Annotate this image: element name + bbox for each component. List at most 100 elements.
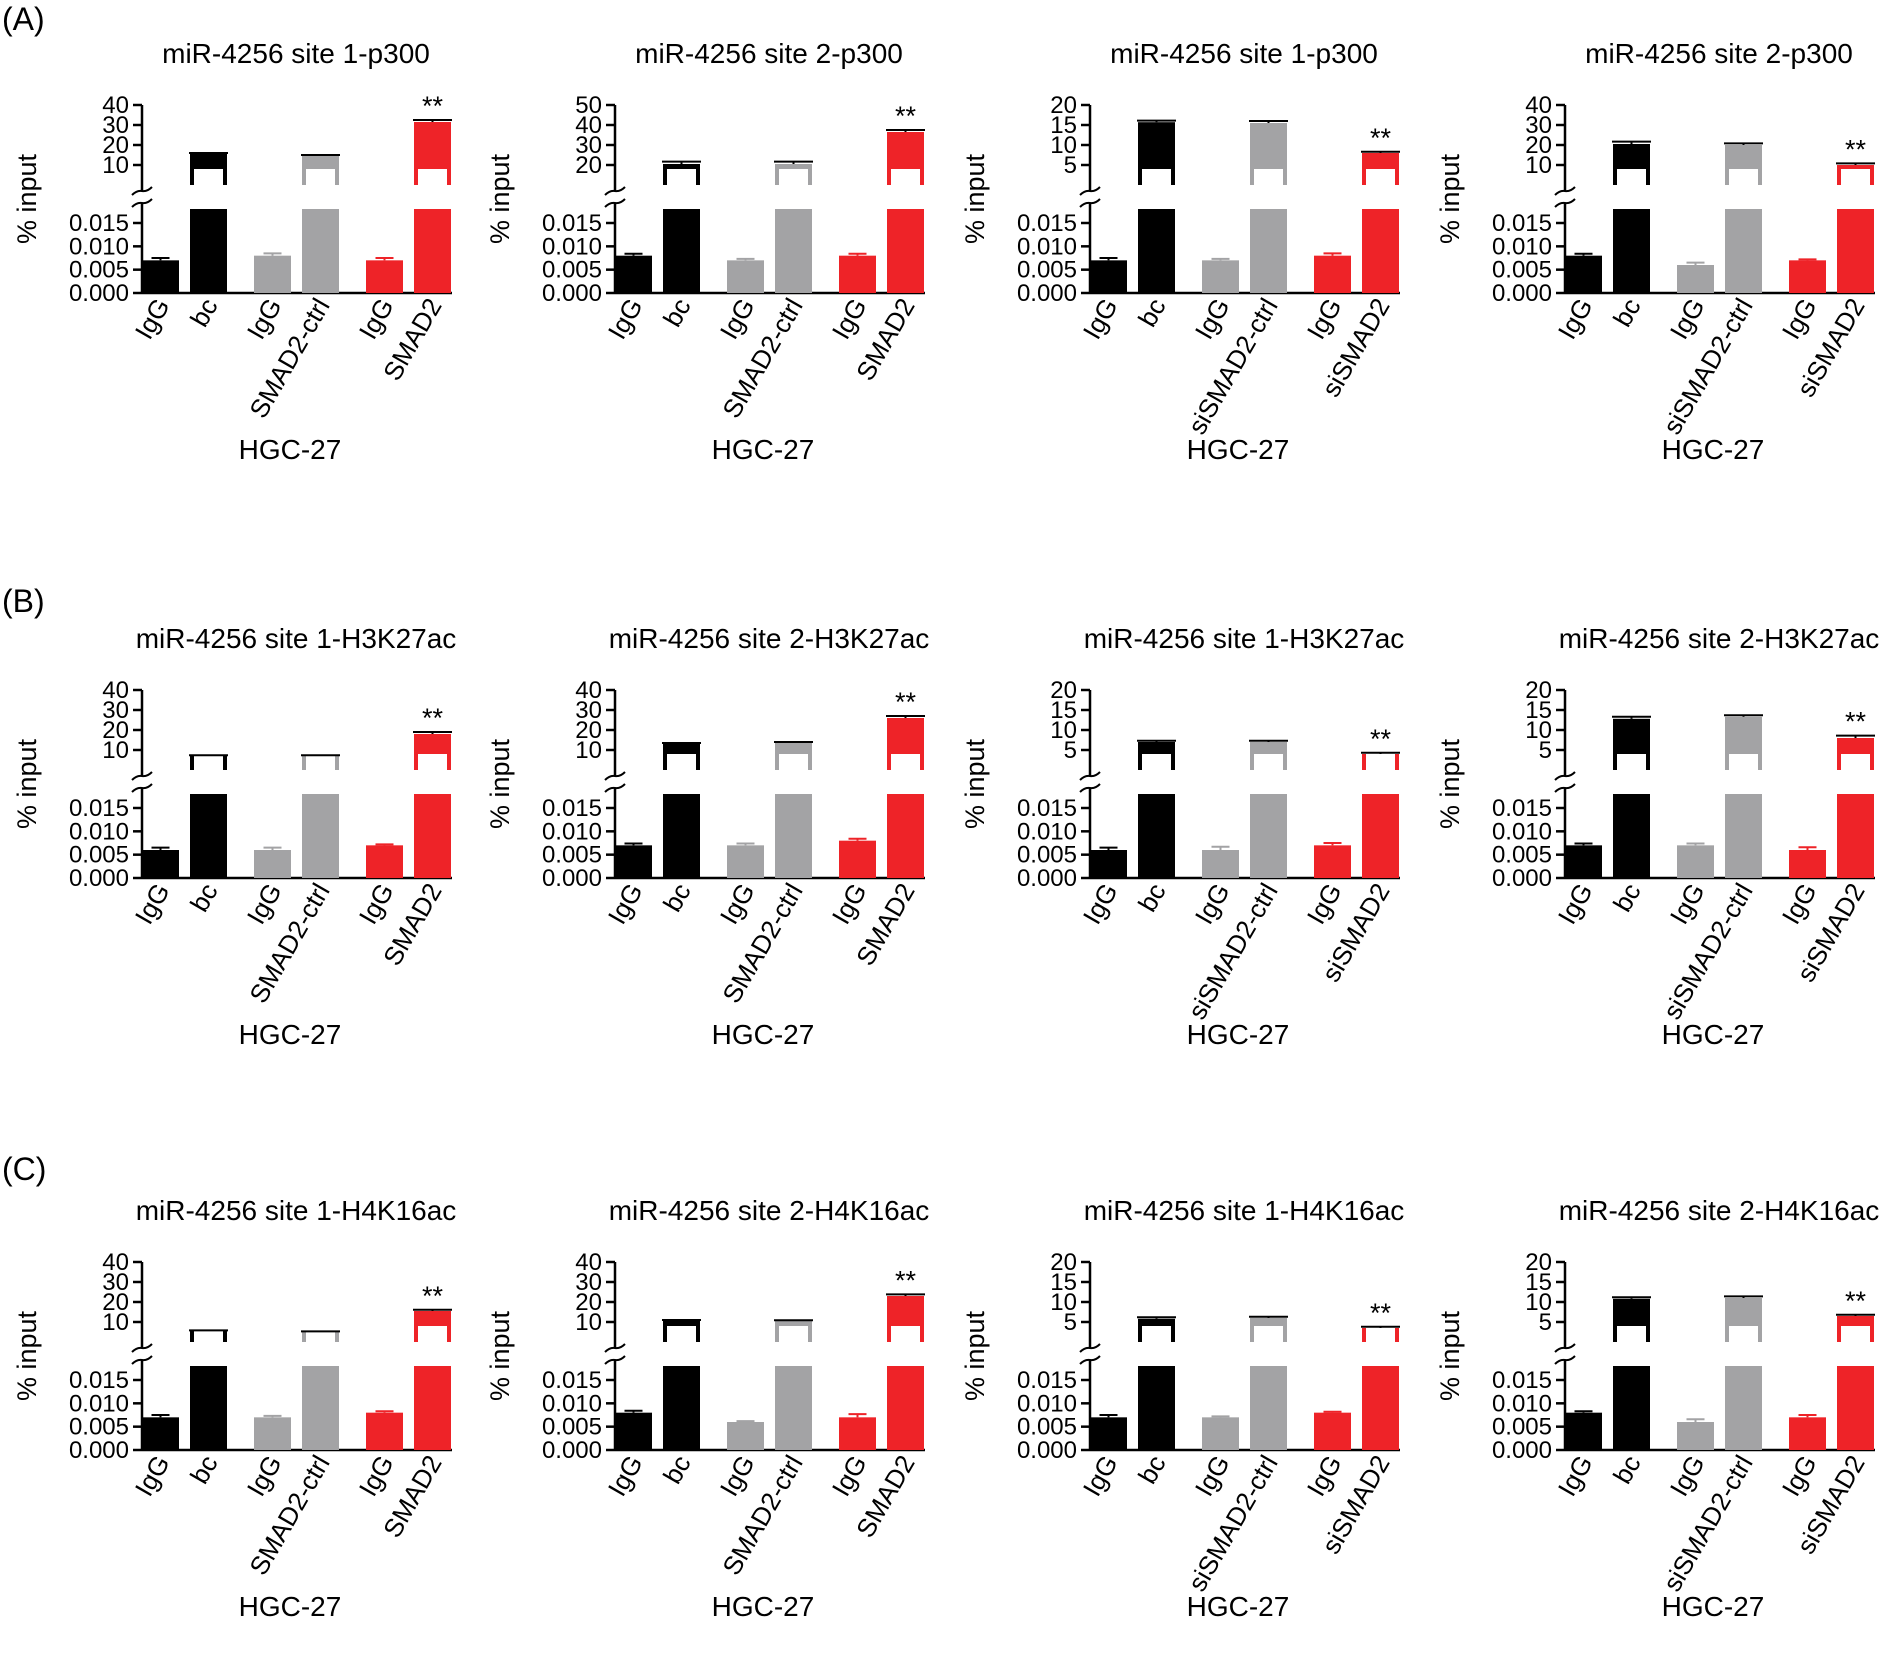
chart-title: miR-4256 site 1-H3K27ac bbox=[136, 623, 457, 654]
y-tick-label: 30 bbox=[575, 1269, 602, 1296]
axis-break-mark bbox=[131, 1355, 153, 1365]
bar bbox=[839, 1417, 876, 1450]
bar-break-mark bbox=[667, 754, 696, 770]
bar bbox=[1789, 260, 1826, 293]
y-tick-label: 15 bbox=[1050, 697, 1077, 724]
chart-title: miR-4256 site 1-p300 bbox=[162, 38, 430, 69]
significance-marker: ** bbox=[422, 1281, 444, 1311]
x-axis-label: HGC-27 bbox=[1662, 1019, 1765, 1050]
y-tick-label: 0.005 bbox=[1017, 257, 1077, 284]
y-tick-label: 0.010 bbox=[1017, 233, 1077, 260]
y-tick-label: 0.010 bbox=[542, 233, 602, 260]
bar-break-mark bbox=[194, 1326, 223, 1342]
y-tick-label: 0.015 bbox=[542, 795, 602, 822]
bar-lower-segment bbox=[887, 209, 924, 293]
x-category-label: IgG bbox=[353, 878, 400, 929]
y-tick-label: 30 bbox=[1525, 112, 1552, 139]
bar-lower-segment bbox=[1725, 1366, 1762, 1450]
y-tick-label: 20 bbox=[102, 717, 129, 744]
bar-break-mark bbox=[1366, 754, 1395, 770]
chart-3: miR-4256 site 1-p300% input 51015200.0000… bbox=[960, 38, 1400, 465]
bar-lower-segment bbox=[887, 1366, 924, 1450]
axis-break-mark bbox=[1554, 771, 1576, 781]
axis-break-mark bbox=[604, 1355, 626, 1365]
y-tick-label: 0.005 bbox=[542, 1414, 602, 1441]
bar-lower-segment bbox=[1837, 794, 1874, 878]
x-category-label: bc bbox=[1607, 293, 1647, 332]
y-tick-label: 10 bbox=[1050, 1289, 1077, 1316]
bar bbox=[615, 845, 652, 878]
x-category-label: IgG bbox=[241, 1450, 288, 1501]
significance-marker: ** bbox=[1370, 123, 1392, 153]
x-category-label: IgG bbox=[602, 293, 649, 344]
axis-break-mark bbox=[1079, 1343, 1101, 1353]
chart-title: miR-4256 site 1-H3K27ac bbox=[1084, 623, 1405, 654]
bar bbox=[727, 1422, 764, 1450]
bar-lower-segment bbox=[190, 794, 227, 878]
y-axis-label: % input bbox=[485, 738, 515, 829]
y-tick-label: 5 bbox=[1539, 1309, 1552, 1336]
bar-lower-segment bbox=[414, 209, 451, 293]
y-tick-label: 0.015 bbox=[69, 795, 129, 822]
significance-marker: ** bbox=[422, 703, 444, 733]
y-tick-label: 0.000 bbox=[69, 280, 129, 307]
y-tick-label: 10 bbox=[1050, 717, 1077, 744]
y-tick-label: 0.000 bbox=[69, 865, 129, 892]
y-tick-label: 5 bbox=[1064, 152, 1077, 179]
y-tick-label: 5 bbox=[1064, 737, 1077, 764]
x-category-label: IgG bbox=[1664, 1450, 1711, 1501]
x-axis-label: HGC-27 bbox=[1187, 1019, 1290, 1050]
y-tick-label: 0.015 bbox=[1492, 210, 1552, 237]
x-category-label: bc bbox=[1607, 878, 1647, 917]
y-tick-label: 0.005 bbox=[1492, 257, 1552, 284]
x-category-label: IgG bbox=[602, 1450, 649, 1501]
chart-title: miR-4256 site 1-p300 bbox=[1110, 38, 1378, 69]
y-tick-label: 0.000 bbox=[1017, 865, 1077, 892]
axis-break-mark bbox=[604, 1343, 626, 1353]
significance-marker: ** bbox=[1845, 707, 1867, 737]
y-tick-label: 10 bbox=[102, 152, 129, 179]
y-tick-label: 0.010 bbox=[1017, 818, 1077, 845]
bar bbox=[1314, 255, 1351, 293]
x-category-label: IgG bbox=[353, 1450, 400, 1501]
y-axis-label: % input bbox=[960, 1310, 990, 1401]
bar-lower-segment bbox=[1837, 209, 1874, 293]
y-tick-label: 0.010 bbox=[542, 1390, 602, 1417]
bar-lower-segment bbox=[1250, 1366, 1287, 1450]
bar bbox=[142, 850, 179, 878]
bar bbox=[142, 1417, 179, 1450]
x-axis-label: HGC-27 bbox=[712, 1019, 815, 1050]
y-tick-label: 0.015 bbox=[69, 1367, 129, 1394]
y-tick-label: 10 bbox=[1525, 717, 1552, 744]
x-category-label: IgG bbox=[1301, 293, 1348, 344]
x-category-label: IgG bbox=[1189, 878, 1236, 929]
y-tick-label: 0.015 bbox=[1017, 795, 1077, 822]
x-category-label: IgG bbox=[1664, 293, 1711, 344]
x-category-label: IgG bbox=[602, 878, 649, 929]
y-tick-label: 0.005 bbox=[542, 257, 602, 284]
x-category-label: IgG bbox=[241, 878, 288, 929]
y-axis-label: % input bbox=[1435, 738, 1465, 829]
bar bbox=[254, 850, 291, 878]
significance-marker: ** bbox=[422, 91, 444, 121]
chart-title: miR-4256 site 2-H3K27ac bbox=[609, 623, 930, 654]
bar bbox=[366, 1412, 403, 1450]
y-tick-label: 0.015 bbox=[1017, 1367, 1077, 1394]
bar bbox=[727, 845, 764, 878]
y-tick-label: 0.000 bbox=[1017, 280, 1077, 307]
y-tick-label: 10 bbox=[575, 1309, 602, 1336]
bar-break-mark bbox=[1841, 754, 1870, 770]
y-tick-label: 0.010 bbox=[69, 1390, 129, 1417]
y-tick-label: 0.010 bbox=[1017, 1390, 1077, 1417]
axis-break-mark bbox=[604, 186, 626, 196]
bar bbox=[1789, 1417, 1826, 1450]
bar bbox=[1565, 255, 1602, 293]
bar-break-mark bbox=[1366, 1326, 1395, 1342]
y-tick-label: 0.010 bbox=[1492, 1390, 1552, 1417]
bar bbox=[1202, 1417, 1239, 1450]
bar-lower-segment bbox=[775, 209, 812, 293]
bar bbox=[1090, 260, 1127, 293]
